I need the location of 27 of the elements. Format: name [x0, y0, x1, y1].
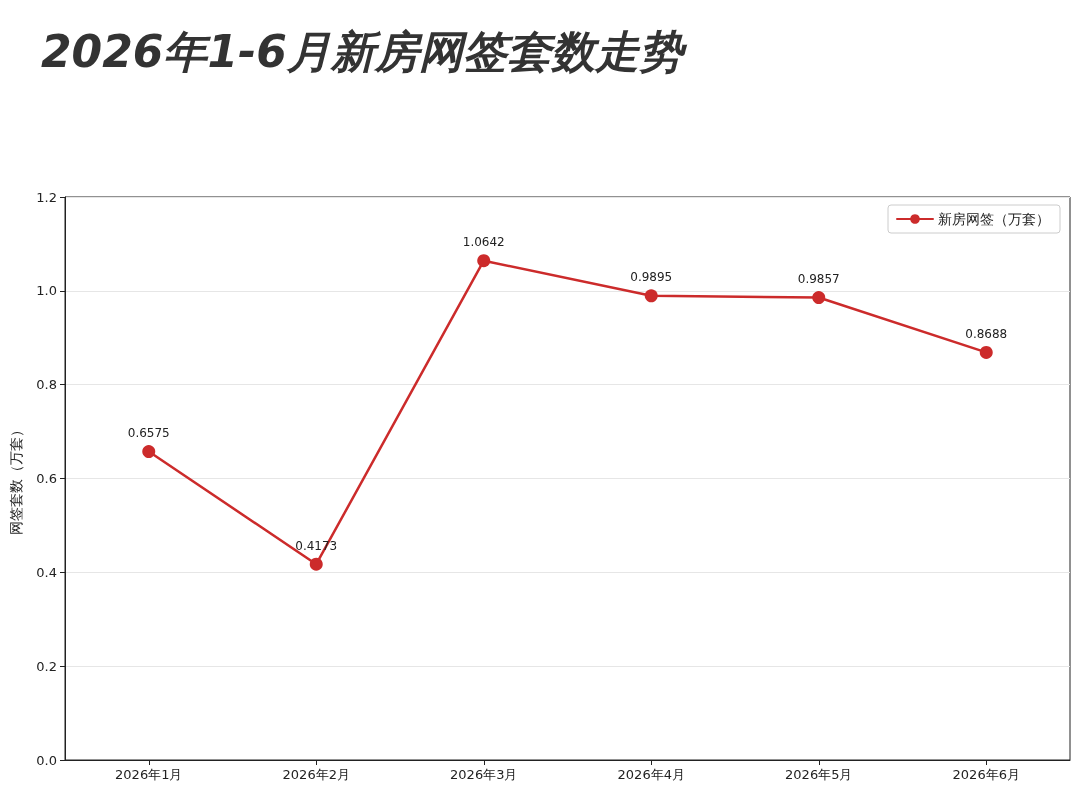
- point: [644, 289, 658, 303]
- point: [309, 557, 323, 571]
- data-label: 0.9895: [630, 270, 673, 285]
- y-tick-label: 0.2: [36, 658, 57, 674]
- x-tick-label: 2026年3月: [450, 767, 518, 782]
- y-tick-label: 0.8: [36, 377, 57, 393]
- point: [477, 254, 491, 268]
- data-label: 0.9857: [797, 272, 840, 287]
- x-tick-label: 2026年6月: [952, 767, 1020, 782]
- y-tick-label: 0.4: [36, 564, 57, 580]
- y-axis-title: 网签套数（万套）: [8, 422, 24, 535]
- legend-label: 新房网签（万套）: [938, 211, 1050, 227]
- data-label: 1.0642: [462, 235, 505, 250]
- y-tick-label: 1.0: [36, 283, 57, 299]
- data-label: 0.6575: [127, 426, 170, 441]
- x-tick-label: 2026年5月: [785, 767, 853, 782]
- y-tick-label: 0.6: [36, 471, 57, 486]
- x-tick-label: 2026年1月: [115, 767, 183, 782]
- y-tick-label: 0.0: [36, 752, 57, 768]
- point: [812, 291, 826, 305]
- x-tick-label: 2026年2月: [282, 767, 350, 782]
- point: [979, 345, 993, 359]
- chart-title: 2026年1-6月新房网签套数走势: [41, 25, 688, 77]
- point: [142, 445, 156, 459]
- x-tick-label: 2026年4月: [617, 767, 685, 782]
- data-label: 0.8688: [965, 326, 1008, 341]
- y-tick-label: 1.2: [36, 189, 57, 205]
